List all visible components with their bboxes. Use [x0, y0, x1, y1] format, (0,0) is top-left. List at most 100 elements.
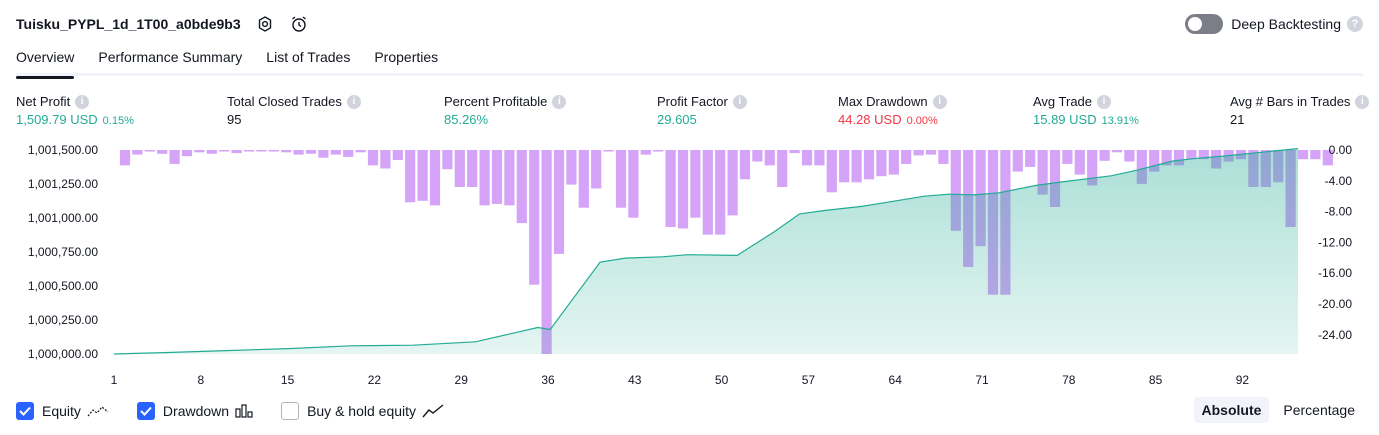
bar-chart-icon [235, 404, 253, 418]
drawdown-bar [876, 150, 887, 177]
right-axis-tick: -8.00 [1325, 205, 1353, 219]
equity-area [114, 148, 1298, 354]
settings-icon[interactable] [255, 14, 275, 34]
drawdown-bar [491, 150, 503, 204]
help-icon[interactable]: ? [1347, 16, 1363, 32]
drawdown-bar [144, 150, 155, 152]
metric-value: 44.28 USD [838, 112, 902, 127]
metric-title: Avg # Bars in Trades [1230, 94, 1351, 109]
add-alert-icon[interactable] [289, 14, 309, 34]
legend-drawdown[interactable]: Drawdown [136, 402, 253, 420]
drawdown-bar [417, 150, 428, 201]
legend-buy-hold-equity[interactable]: Buy & hold equity [281, 402, 444, 420]
deep-backtesting-label: Deep Backtesting [1231, 16, 1341, 32]
drawdown-bar [194, 150, 205, 153]
drawdown-bar [268, 150, 279, 152]
drawdown-bar [1198, 150, 1209, 160]
equity-drawdown-chart[interactable]: 1,001,500.00 1,001,250.00 1,001,000.00 1,00… [0, 138, 1379, 390]
metric-value: 15.89 USD [1033, 112, 1097, 127]
tab-overview[interactable]: Overview [16, 46, 75, 79]
drawdown-bar [442, 150, 453, 170]
checkbox-unchecked-icon[interactable] [281, 402, 300, 420]
checkbox-checked-icon[interactable] [16, 402, 34, 420]
legend-label: Buy & hold equity [307, 403, 417, 419]
left-axis-tick: 1,000,000.00 [28, 347, 98, 361]
drawdown-bar [219, 150, 230, 152]
drawdown-bar [814, 150, 825, 166]
equity-line [113, 148, 1299, 355]
strategy-header: Tuisku_PYPL_1d_1T00_a0bde9b3 Deep Backte… [16, 12, 1363, 36]
toggle-knob [1188, 17, 1203, 31]
drawdown-bar [1012, 150, 1023, 172]
drawdown-bar [1161, 150, 1172, 166]
drawdown-bar [504, 150, 515, 206]
metric-title: Max Drawdown [838, 94, 928, 109]
info-icon[interactable]: i [1097, 94, 1112, 109]
metric-net-profit: Net Profit i 1,509.79 USD 0.15% [16, 94, 134, 127]
drawdown-bar [764, 150, 775, 166]
drawdown-bar [516, 150, 527, 224]
tab-properties[interactable]: Properties [374, 49, 439, 65]
right-axis-tick: -16.00 [1318, 266, 1352, 280]
tab-performance-summary[interactable]: Performance Summary [98, 49, 243, 65]
drawdown-bar [157, 150, 168, 154]
metric-title: Total Closed Trades [227, 94, 342, 109]
drawdown-bar [1322, 150, 1333, 166]
drawdown-bar [826, 150, 837, 193]
drawdown-bar [293, 150, 304, 155]
info-icon[interactable]: i [1355, 94, 1370, 109]
drawdown-bar [851, 150, 862, 183]
metric-value: 1,509.79 USD [16, 112, 98, 127]
metric-max-drawdown: Max Drawdown i 44.28 USD 0.00% [838, 94, 947, 127]
metric-value: 29.605 [657, 112, 697, 127]
drawdown-bar [566, 150, 577, 185]
drawdown-bar [603, 150, 614, 152]
drawdown-bar [715, 150, 726, 235]
strategy-name: Tuisku_PYPL_1d_1T00_a0bde9b3 [16, 16, 241, 32]
tab-list-of-trades[interactable]: List of Trades [266, 49, 351, 65]
x-axis-tick: 50 [715, 373, 729, 387]
drawdown-bar [901, 150, 912, 164]
drawdown-bar [529, 150, 540, 285]
deep-backtesting-toggle[interactable] [1185, 14, 1224, 34]
info-icon[interactable]: i [75, 94, 90, 109]
info-icon[interactable]: i [346, 94, 361, 109]
metric-avg-bars-in-trades: Avg # Bars in Trades i 21 [1230, 94, 1370, 127]
equity-line-icon [87, 404, 109, 418]
drawdown-bar [1111, 150, 1123, 153]
right-axis-tick: 0.00 [1329, 143, 1353, 157]
drawdown-bar [243, 150, 255, 152]
metric-title: Avg Trade [1033, 94, 1093, 109]
x-axis-tick: 64 [889, 373, 903, 387]
drawdown-bar [454, 150, 465, 187]
info-icon[interactable]: i [552, 94, 567, 109]
left-axis-tick: 1,001,250.00 [28, 177, 98, 191]
drawdown-bar [888, 150, 899, 175]
metric-total-closed-trades: Total Closed Trades i 95 [227, 94, 361, 127]
drawdown-bar [665, 150, 676, 227]
legend-equity[interactable]: Equity [16, 402, 109, 420]
x-axis: 1 8 15 22 29 36 43 50 57 64 71 78 85 92 [111, 373, 1250, 387]
info-icon[interactable]: i [732, 94, 747, 109]
left-axis: 1,001,500.00 1,001,250.00 1,001,000.00 1,00… [28, 143, 98, 361]
drawdown-bar [1136, 150, 1147, 184]
drawdown-bar [1074, 150, 1085, 175]
metric-profit-factor: Profit Factor i 29.605 [657, 94, 747, 127]
checkbox-checked-icon[interactable] [136, 402, 155, 420]
metric-avg-trade: Avg Trade i 15.89 USD 13.91% [1033, 94, 1139, 127]
percentage-button[interactable]: Percentage [1283, 402, 1355, 418]
absolute-button[interactable]: Absolute [1193, 397, 1270, 423]
drawdown-bar [256, 150, 267, 152]
drawdown-bar [789, 150, 800, 154]
drawdown-bar [1025, 150, 1036, 167]
x-axis-tick: 57 [802, 373, 816, 387]
metric-title: Net Profit [16, 94, 71, 109]
left-axis-tick: 1,001,000.00 [28, 211, 98, 225]
drawdown-bar [429, 150, 441, 206]
drawdown-bar [1049, 150, 1061, 207]
metric-percent: 0.00% [906, 115, 938, 127]
drawdown-bar [628, 150, 639, 218]
drawdown-bar [752, 150, 763, 162]
drawdown-bar [541, 150, 552, 354]
info-icon[interactable]: i [932, 94, 947, 109]
